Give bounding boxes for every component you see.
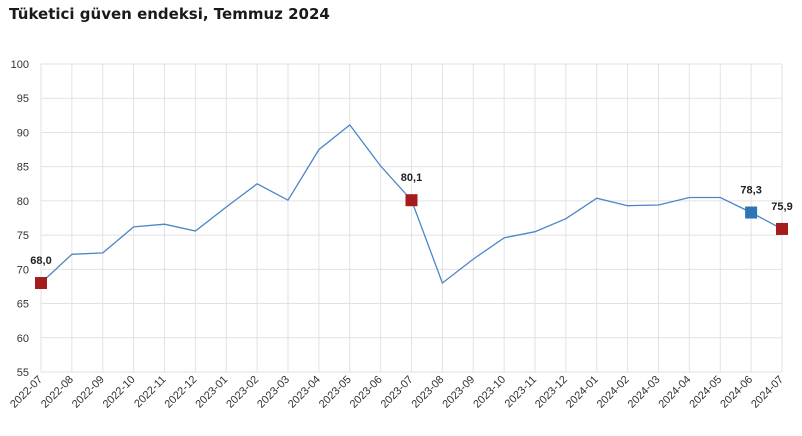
x-axis-ticks: 2022-072022-082022-092022-102022-112022-… [8,374,786,411]
x-tick-label: 2023-05 [317,374,354,411]
y-tick-label: 75 [17,230,29,242]
highlight-markers: 68,0 80,1 78,3 75,9 [30,172,793,290]
x-tick-label: 2022-11 [132,374,168,410]
x-tick-label: 2023-04 [286,374,323,411]
x-tick-label: 2022-07 [8,374,45,411]
y-tick-label: 60 [17,333,29,345]
x-tick-label: 2022-08 [39,374,76,411]
y-tick-label: 85 [17,162,29,174]
data-point-marker [405,194,418,207]
x-tick-label: 2024-07 [749,374,786,411]
y-tick-label: 55 [17,367,29,379]
data-point-marker [35,277,47,290]
x-tick-label: 2022-12 [162,374,199,411]
x-tick-label: 2023-09 [440,374,477,411]
x-tick-label: 2023-07 [379,374,416,411]
y-tick-label: 90 [17,127,29,139]
x-tick-label: 2024-03 [626,374,663,411]
y-axis-ticks: 55 60 65 70 75 80 85 90 95 100 [11,59,29,379]
y-tick-label: 65 [17,299,29,311]
y-tick-label: 95 [17,93,29,105]
data-label: 80,1 [401,172,422,184]
x-tick-label: 2023-10 [471,374,508,411]
x-tick-label: 2023-01 [193,374,230,411]
data-label: 68,0 [30,255,51,267]
x-tick-label: 2024-04 [656,374,693,411]
x-tick-label: 2024-05 [687,374,724,411]
x-tick-label: 2024-02 [595,374,632,411]
data-point-marker [745,206,758,219]
data-label: 75,9 [771,201,792,213]
data-point-marker [776,222,788,235]
x-tick-label: 2023-11 [503,374,539,410]
x-tick-label: 2024-01 [564,374,601,411]
grid [40,63,783,373]
x-tick-label: 2022-09 [70,374,107,411]
chart-title: Tüketici güven endeksi, Temmuz 2024 [9,5,330,23]
y-tick-label: 70 [17,264,29,276]
x-tick-label: 2023-06 [348,374,385,411]
data-label: 78,3 [740,185,761,197]
x-tick-label: 2023-12 [533,374,570,411]
x-tick-label: 2022-10 [101,374,138,411]
x-tick-label: 2023-02 [224,374,261,411]
x-tick-label: 2023-08 [409,374,446,411]
y-tick-label: 80 [17,196,29,208]
y-tick-label: 100 [11,59,29,71]
x-tick-label: 2024-06 [718,374,755,411]
x-tick-label: 2023-03 [255,374,292,411]
